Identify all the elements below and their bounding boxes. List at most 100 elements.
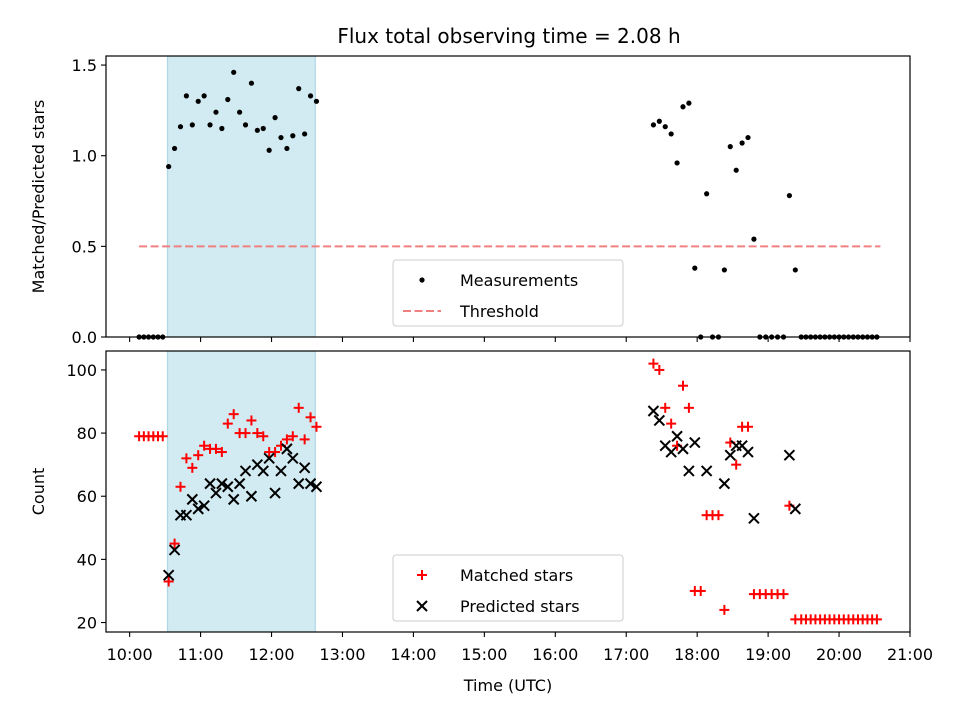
- predicted-star-point: [198, 500, 210, 512]
- measurement-point: [674, 160, 680, 166]
- cross-marker-b: [742, 446, 754, 458]
- matched-star-point: [270, 447, 281, 458]
- predicted-star-point: [210, 487, 222, 499]
- legend-cross-icon: [416, 600, 428, 612]
- x-tick-label: 16:00: [532, 645, 578, 664]
- measurement-point: [166, 163, 172, 170]
- matched-star-point: [281, 434, 292, 445]
- measurement-point: [727, 144, 733, 150]
- matched-star-point: [169, 538, 180, 549]
- x-tick-label: 13:00: [319, 645, 365, 664]
- predicted-star-point: [293, 477, 305, 490]
- x-tick-label: 11:00: [178, 645, 224, 664]
- axes-frame: [105, 55, 911, 338]
- cross-marker-b: [186, 493, 199, 506]
- observing-window-shade: [167, 56, 316, 337]
- measurement-point: [668, 131, 674, 137]
- predicted-star-point: [653, 414, 666, 427]
- predicted-star-point: [233, 477, 246, 490]
- cross-marker-b: [718, 477, 731, 490]
- cross-marker-b: [653, 414, 666, 427]
- predicted-star-point: [647, 405, 660, 417]
- measurement-point: [266, 147, 272, 153]
- matched-star-point: [719, 604, 730, 615]
- measurement-point: [189, 122, 195, 128]
- y-tick-label: 100: [66, 361, 97, 380]
- measurement-point: [278, 134, 284, 141]
- cross-marker-b: [304, 477, 317, 490]
- measurement-point: [213, 109, 219, 115]
- cross-marker-b: [275, 465, 287, 477]
- legend-label: Threshold: [459, 302, 539, 321]
- predicted-star-point: [269, 487, 281, 499]
- measurement-point: [302, 131, 308, 137]
- cross-marker-b: [683, 465, 695, 477]
- cross-marker-b: [689, 436, 701, 449]
- matched-star-point: [683, 402, 694, 413]
- predicted-star-point: [275, 465, 287, 477]
- measurement-point: [237, 109, 243, 115]
- measurement-point: [225, 96, 231, 103]
- legend-box: [392, 259, 624, 327]
- y-tick-label: 80: [77, 424, 97, 443]
- legend-label: Matched stars: [460, 566, 573, 585]
- measurement-point: [231, 69, 237, 75]
- measurement-point: [686, 100, 692, 106]
- predicted-star-point: [718, 477, 731, 490]
- measurement-point: [272, 115, 278, 121]
- x-tick-label: 12:00: [248, 645, 294, 664]
- predicted-star-point: [186, 493, 199, 506]
- cross-marker-b: [168, 544, 181, 556]
- predicted-star-point: [748, 512, 760, 525]
- matched-star-point: [187, 462, 198, 473]
- cross-marker-b: [251, 458, 264, 471]
- y-tick-label: 60: [77, 487, 97, 506]
- cross-marker-b: [783, 449, 796, 461]
- measurement-point: [704, 191, 710, 197]
- measurement-point: [201, 93, 207, 99]
- matched-star-point: [175, 481, 186, 492]
- cross-marker-b: [257, 465, 269, 477]
- legend-label: Measurements: [460, 271, 578, 290]
- measurement-point: [786, 192, 793, 199]
- cross-marker-b: [222, 481, 234, 493]
- predicted-star-point: [742, 446, 754, 458]
- measurement-point: [242, 122, 249, 128]
- measurement-point: [751, 236, 757, 242]
- cross-marker-b: [724, 449, 736, 461]
- measurement-point: [207, 122, 213, 128]
- measurement-point: [745, 134, 751, 141]
- y-tick-label: 0.5: [72, 237, 97, 256]
- y-tick-label: 0.0: [72, 328, 97, 347]
- matched-star-point: [216, 447, 227, 458]
- x-tick-label: 14:00: [390, 645, 436, 664]
- predicted-star-point: [227, 493, 240, 506]
- matched-star-point: [228, 409, 239, 420]
- predicted-star-point: [192, 503, 204, 515]
- x-tick-label: 15:00: [461, 645, 507, 664]
- y-tick-label: 1.0: [72, 147, 97, 166]
- measurement-point: [662, 124, 668, 130]
- predicted-star-point: [245, 490, 258, 502]
- cross-marker-b: [180, 509, 193, 521]
- legend-label: Predicted stars: [460, 597, 580, 616]
- y-tick-label: 20: [77, 614, 97, 633]
- predicted-star-point: [683, 465, 695, 477]
- measurement-point: [313, 98, 320, 104]
- predicted-star-point: [304, 477, 317, 490]
- x-tick-label: 17:00: [603, 645, 649, 664]
- matched-star-point: [648, 358, 659, 369]
- predicted-star-point: [689, 436, 701, 449]
- chart-title: Flux total observing time = 2.08 h: [337, 24, 680, 48]
- measurement-point: [650, 122, 657, 128]
- matched-star-point: [258, 431, 269, 442]
- y-axis-label: Matched/Predicted stars: [29, 100, 48, 294]
- cross-marker-b: [659, 440, 671, 452]
- measurement-point: [248, 80, 255, 86]
- cross-marker-b: [198, 500, 210, 512]
- predicted-star-point: [665, 446, 677, 458]
- predicted-star-point: [671, 430, 683, 442]
- matched-star-point: [240, 428, 251, 439]
- measurement-point: [739, 140, 745, 146]
